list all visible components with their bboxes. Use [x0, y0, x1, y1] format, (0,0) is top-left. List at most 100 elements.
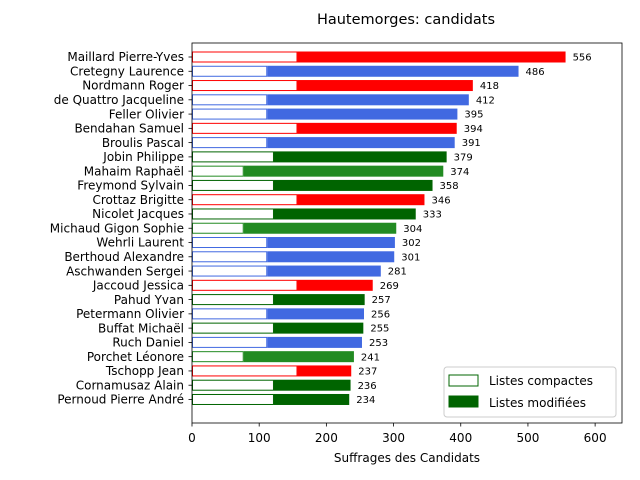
- bar-value-label: 333: [423, 210, 442, 221]
- bar-value-label: 255: [370, 324, 389, 335]
- bar-value-label: 253: [369, 338, 388, 349]
- bar-modified: [273, 379, 351, 391]
- y-tick-label: Jobin Philippe: [102, 150, 184, 164]
- bar-modified: [243, 165, 444, 177]
- bar-compact: [192, 322, 274, 334]
- y-tick-label: Jaccoud Jessica: [92, 279, 184, 293]
- x-axis: 0 100 200 300 400 500 600: [188, 423, 607, 445]
- x-tick-label: 400: [449, 431, 472, 445]
- legend: Listes compactes Listes modifiées: [443, 366, 617, 418]
- bar-compact: [192, 265, 268, 277]
- x-tick-label: 500: [516, 431, 539, 445]
- bar-value-label: 237: [358, 367, 377, 378]
- bar-value-label: 257: [372, 295, 391, 306]
- bar-modified: [273, 393, 350, 405]
- bar-value-label: 269: [380, 281, 399, 292]
- bar-compact: [192, 379, 274, 391]
- bar-compact: [192, 51, 298, 63]
- y-tick-label: Cretegny Laurence: [70, 64, 184, 78]
- legend-swatch-compact: [448, 374, 479, 387]
- bar-modified: [267, 265, 381, 277]
- bar-modified: [297, 279, 373, 291]
- y-tick-label: de Quattro Jacqueline: [54, 93, 184, 107]
- bar-value-label: 256: [371, 309, 390, 320]
- y-tick-label: Nordmann Roger: [82, 79, 184, 93]
- bar-compact: [192, 365, 298, 377]
- y-tick-label: Wehrli Laurent: [96, 236, 184, 250]
- y-tick-label: Nicolet Jacques: [92, 207, 184, 221]
- bar-compact: [192, 308, 268, 320]
- bar-compact: [192, 279, 298, 291]
- y-tick-label: Pernoud Pierre André: [57, 393, 184, 407]
- bar-value-label: 234: [356, 395, 375, 406]
- plot-frame: [191, 42, 623, 424]
- bar-value-label: 486: [526, 67, 545, 78]
- x-tick-label: 600: [584, 431, 607, 445]
- x-tick-label: 100: [248, 431, 271, 445]
- bar-modified: [297, 122, 457, 134]
- bar-value-label: 391: [462, 138, 481, 149]
- bar-compact: [192, 94, 268, 106]
- y-tick-label: Broulis Pascal: [102, 136, 184, 150]
- bar-modified: [267, 94, 469, 106]
- x-axis-label: Suffrages des Candidats: [334, 451, 480, 465]
- bar-modified: [273, 179, 433, 191]
- bar-compact: [192, 80, 298, 92]
- y-tick-label: Berthoud Alexandre: [64, 250, 184, 264]
- y-tick-label: Crottaz Brigitte: [92, 193, 184, 207]
- y-tick-label: Cornamusaz Alain: [76, 378, 184, 392]
- y-tick-label: Mahaim Raphaël: [84, 164, 184, 178]
- bar-value-label: 412: [476, 95, 495, 106]
- bar-modified: [267, 237, 395, 249]
- bar-value-label: 301: [401, 252, 420, 263]
- bar-modified: [273, 322, 364, 334]
- bar-value-label: 302: [402, 238, 421, 249]
- bar-modified: [267, 308, 364, 320]
- bar-value-label: 379: [454, 152, 473, 163]
- bar-modified: [243, 351, 354, 363]
- bar-modified: [267, 65, 519, 77]
- y-tick-label: Michaud Gigon Sophie: [50, 221, 184, 235]
- bar-compact: [192, 294, 274, 306]
- y-tick-label: Tschopp Jean: [105, 364, 184, 378]
- bar-modified: [297, 51, 566, 63]
- y-tick-label: Maillard Pierre-Yves: [67, 50, 184, 64]
- y-tick-label: Freymond Sylvain: [77, 179, 184, 193]
- bar-compact: [192, 208, 274, 220]
- bar-value-label: 556: [573, 53, 592, 64]
- x-tick-label: 300: [382, 431, 405, 445]
- x-tick-label: 200: [315, 431, 338, 445]
- legend-label-modified: Listes modifiées: [489, 396, 586, 410]
- bar-value-label: 281: [388, 267, 407, 278]
- bar-compact: [192, 251, 268, 263]
- bar-modified: [273, 151, 447, 163]
- y-tick-label: Petermann Olivier: [76, 307, 184, 321]
- y-tick-label: Aschwanden Sergei: [66, 264, 184, 278]
- bar-value-label: 374: [450, 167, 469, 178]
- legend-label-compact: Listes compactes: [489, 374, 593, 388]
- bar-value-label: 241: [361, 352, 380, 363]
- y-tick-label: Buffat Michaël: [98, 321, 184, 335]
- bar-compact: [192, 137, 268, 149]
- bar-compact: [192, 393, 274, 405]
- y-tick-label: Bendahan Samuel: [74, 122, 184, 136]
- bar-modified: [297, 194, 425, 206]
- bar-compact: [192, 237, 268, 249]
- bar-compact: [192, 194, 298, 206]
- bar-compact: [192, 165, 244, 177]
- bar-modified: [297, 80, 473, 92]
- bar-compact: [192, 351, 244, 363]
- bar-compact: [192, 336, 268, 348]
- bar-compact: [192, 179, 274, 191]
- y-tick-label: Pahud Yvan: [114, 293, 184, 307]
- bar-compact: [192, 65, 268, 77]
- bar-value-label: 418: [480, 81, 499, 92]
- y-tick-label: Feller Olivier: [109, 107, 184, 121]
- bar-modified: [297, 365, 352, 377]
- bar-compact: [192, 151, 274, 163]
- y-tick-label: Ruch Daniel: [112, 336, 184, 350]
- bar-value-label: 358: [440, 181, 459, 192]
